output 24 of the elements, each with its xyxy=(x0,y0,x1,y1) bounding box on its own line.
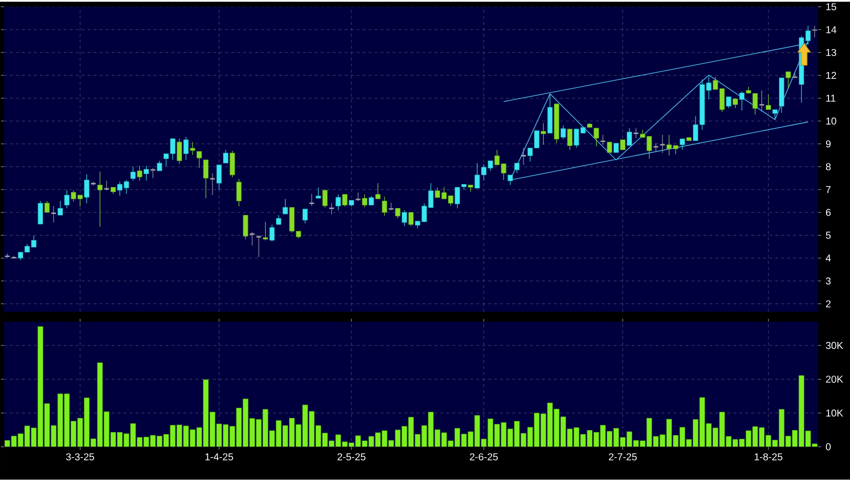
y-tick-label: 5 xyxy=(826,232,831,239)
y-tick-label: 10 xyxy=(826,118,836,125)
y-tick-label: 7 xyxy=(826,186,831,194)
y-tick-label: 10K xyxy=(826,410,844,417)
y-tick-label: 8 xyxy=(826,163,831,170)
y-tick-label: 30K xyxy=(826,342,844,350)
y-tick-label: 15 xyxy=(826,3,836,10)
y-tick-label: 4 xyxy=(826,254,831,262)
y-tick-label: 20K xyxy=(826,376,844,383)
x-tick-label: 2-6-25 xyxy=(470,453,498,460)
y-tick-label: 14 xyxy=(826,26,836,34)
y-tick-label: 13 xyxy=(826,49,836,56)
y-tick-label: 6 xyxy=(826,208,831,216)
y-tick-label: 9 xyxy=(826,140,831,148)
y-tick-label: 11 xyxy=(826,94,836,102)
y-tick-label: 0 xyxy=(826,443,831,450)
x-tick-label: 3-3-25 xyxy=(66,453,94,460)
x-tick-label: 1-4-25 xyxy=(205,453,234,460)
y-tick-label: 3 xyxy=(826,278,831,285)
y-tick-label: 2 xyxy=(826,300,831,308)
x-tick-label: 2-7-25 xyxy=(608,453,637,460)
x-tick-label: 1-8-25 xyxy=(754,453,782,460)
y-tick-label: 12 xyxy=(826,72,836,79)
x-tick-label: 2-5-25 xyxy=(338,453,366,460)
